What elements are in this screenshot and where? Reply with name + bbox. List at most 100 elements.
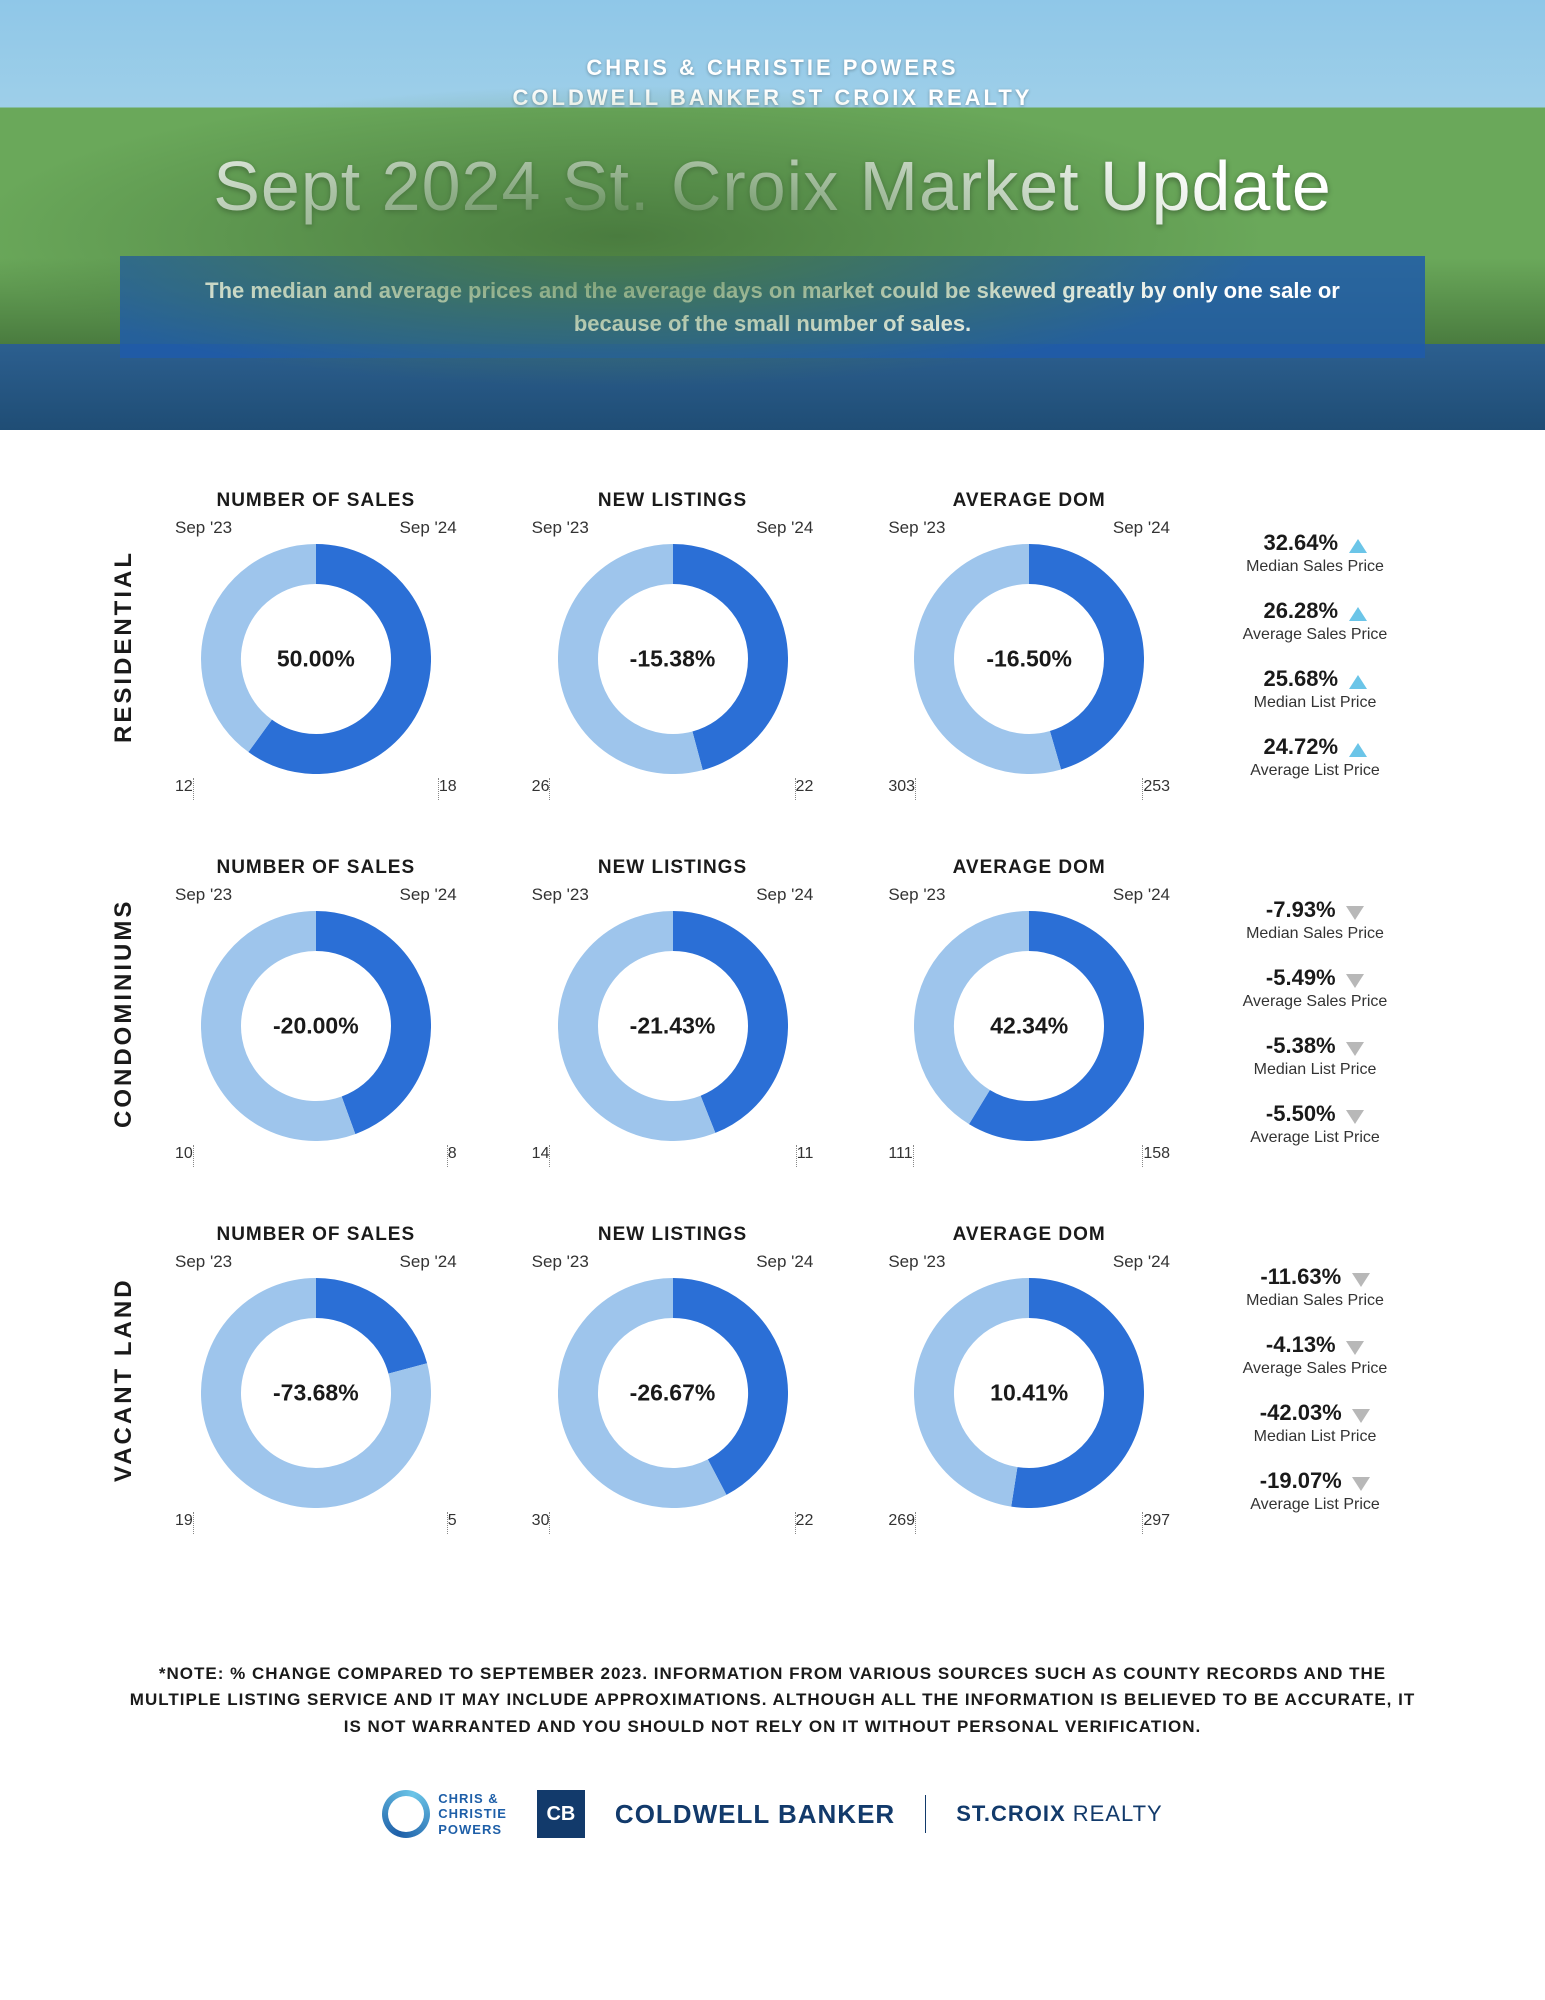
- period-labels: Sep '23 Sep '24: [507, 518, 839, 538]
- donut-wrap: -73.68%: [201, 1278, 431, 1508]
- period-labels: Sep '23 Sep '24: [507, 885, 839, 905]
- stat-item: -5.49% Average Sales Price: [1195, 965, 1435, 1011]
- period-prev: Sep '23: [888, 1252, 945, 1272]
- donut-wrap: 42.34%: [914, 911, 1144, 1141]
- value-curr: 158: [1142, 1145, 1170, 1167]
- period-prev: Sep '23: [175, 885, 232, 905]
- trend-down-icon: [1346, 1341, 1364, 1355]
- category-label: RESIDENTIAL: [110, 490, 150, 802]
- hero-preline-2: COLDWELL BANKER ST CROIX REALTY: [0, 85, 1545, 111]
- donut-wrap: -21.43%: [558, 911, 788, 1141]
- sc-bold: ST.CROIX: [956, 1801, 1065, 1826]
- period-prev: Sep '23: [175, 1252, 232, 1272]
- donut-center-pct: -20.00%: [273, 1013, 359, 1040]
- trend-up-icon: [1349, 675, 1367, 689]
- value-labels: 303 253: [863, 778, 1195, 800]
- period-curr: Sep '24: [400, 518, 457, 538]
- trend-up-icon: [1349, 607, 1367, 621]
- coldwell-banker-wordmark: COLDWELL BANKER: [615, 1799, 895, 1830]
- stat-item: -7.93% Median Sales Price: [1195, 897, 1435, 943]
- trend-down-icon: [1346, 1110, 1364, 1124]
- stat-pct: -5.38%: [1266, 1033, 1336, 1059]
- stat-pct: -5.50%: [1266, 1101, 1336, 1127]
- period-prev: Sep '23: [532, 1252, 589, 1272]
- value-labels: 26 22: [507, 778, 839, 800]
- value-curr: 297: [1142, 1512, 1170, 1534]
- donut-center-pct: 10.41%: [990, 1380, 1068, 1407]
- chart-cell: NEW LISTINGS Sep '23 Sep '24 -15.38% 26 …: [507, 490, 839, 802]
- wave-icon: [382, 1790, 430, 1838]
- period-curr: Sep '24: [1113, 518, 1170, 538]
- value-prev: 303: [888, 778, 916, 800]
- donut-wrap: 10.41%: [914, 1278, 1144, 1508]
- value-curr: 22: [795, 1512, 814, 1534]
- chart-cell: NUMBER OF SALES Sep '23 Sep '24 -20.00% …: [150, 857, 482, 1169]
- stat-pct: 24.72%: [1263, 734, 1338, 760]
- trend-down-icon: [1352, 1477, 1370, 1491]
- charts-container: NUMBER OF SALES Sep '23 Sep '24 -73.68% …: [150, 1224, 1195, 1536]
- donut-center-pct: -21.43%: [630, 1013, 716, 1040]
- stat-item: -11.63% Median Sales Price: [1195, 1264, 1435, 1310]
- category-row: RESIDENTIAL NUMBER OF SALES Sep '23 Sep …: [110, 490, 1435, 802]
- chart-cell: NEW LISTINGS Sep '23 Sep '24 -26.67% 30 …: [507, 1224, 839, 1536]
- footnote: *NOTE: % CHANGE COMPARED TO SEPTEMBER 20…: [0, 1631, 1545, 1790]
- logo-chris-christie-powers: CHRIS & CHRISTIE POWERS: [382, 1790, 507, 1838]
- period-prev: Sep '23: [532, 518, 589, 538]
- chart-title: AVERAGE DOM: [863, 857, 1195, 879]
- value-prev: 19: [175, 1512, 194, 1534]
- stat-label: Median Sales Price: [1195, 925, 1435, 943]
- period-curr: Sep '24: [1113, 885, 1170, 905]
- period-prev: Sep '23: [532, 885, 589, 905]
- value-labels: 19 5: [150, 1512, 482, 1534]
- stat-pct: -11.63%: [1260, 1264, 1341, 1290]
- stat-item: -4.13% Average Sales Price: [1195, 1332, 1435, 1378]
- donut-wrap: 50.00%: [201, 544, 431, 774]
- donut-center-pct: 42.34%: [990, 1013, 1068, 1040]
- hero-disclaimer: The median and average prices and the av…: [120, 256, 1425, 358]
- stat-label: Average Sales Price: [1195, 1360, 1435, 1378]
- trend-down-icon: [1346, 906, 1364, 920]
- chart-title: NUMBER OF SALES: [150, 857, 482, 879]
- logo-divider: [925, 1795, 926, 1833]
- value-prev: 10: [175, 1145, 194, 1167]
- trend-down-icon: [1346, 974, 1364, 988]
- cp-line2: CHRISTIE: [438, 1806, 507, 1822]
- stat-pct: 32.64%: [1263, 530, 1338, 556]
- stat-label: Average List Price: [1195, 1496, 1435, 1514]
- stat-item: -42.03% Median List Price: [1195, 1400, 1435, 1446]
- trend-down-icon: [1352, 1273, 1370, 1287]
- chart-cell: NUMBER OF SALES Sep '23 Sep '24 -73.68% …: [150, 1224, 482, 1536]
- value-curr: 8: [447, 1145, 457, 1167]
- stat-label: Median List Price: [1195, 694, 1435, 712]
- charts-container: NUMBER OF SALES Sep '23 Sep '24 -20.00% …: [150, 857, 1195, 1169]
- value-prev: 14: [532, 1145, 551, 1167]
- footer-logos: CHRIS & CHRISTIE POWERS CB COLDWELL BANK…: [0, 1790, 1545, 1898]
- chart-cell: AVERAGE DOM Sep '23 Sep '24 10.41% 269 2…: [863, 1224, 1195, 1536]
- trend-up-icon: [1349, 539, 1367, 553]
- hero-preline-1: CHRIS & CHRISTIE POWERS: [0, 55, 1545, 81]
- trend-down-icon: [1346, 1042, 1364, 1056]
- stat-label: Median Sales Price: [1195, 1292, 1435, 1310]
- value-prev: 269: [888, 1512, 916, 1534]
- donut-wrap: -20.00%: [201, 911, 431, 1141]
- stat-label: Average List Price: [1195, 762, 1435, 780]
- donut-center-pct: -73.68%: [273, 1380, 359, 1407]
- value-prev: 30: [532, 1512, 551, 1534]
- stat-item: -5.50% Average List Price: [1195, 1101, 1435, 1147]
- value-curr: 22: [795, 778, 814, 800]
- chart-cell: NEW LISTINGS Sep '23 Sep '24 -21.43% 14 …: [507, 857, 839, 1169]
- stat-pct: -4.13%: [1266, 1332, 1336, 1358]
- chart-title: NUMBER OF SALES: [150, 490, 482, 512]
- stat-item: -19.07% Average List Price: [1195, 1468, 1435, 1514]
- period-curr: Sep '24: [400, 885, 457, 905]
- page-title: Sept 2024 St. Croix Market Update: [0, 146, 1545, 226]
- period-labels: Sep '23 Sep '24: [150, 885, 482, 905]
- period-prev: Sep '23: [888, 885, 945, 905]
- category-row: VACANT LAND NUMBER OF SALES Sep '23 Sep …: [110, 1224, 1435, 1536]
- donut-center-pct: -26.67%: [630, 1380, 716, 1407]
- stat-pct: 26.28%: [1263, 598, 1338, 624]
- value-labels: 12 18: [150, 778, 482, 800]
- stat-item: 32.64% Median Sales Price: [1195, 530, 1435, 576]
- period-curr: Sep '24: [756, 518, 813, 538]
- chart-title: NEW LISTINGS: [507, 490, 839, 512]
